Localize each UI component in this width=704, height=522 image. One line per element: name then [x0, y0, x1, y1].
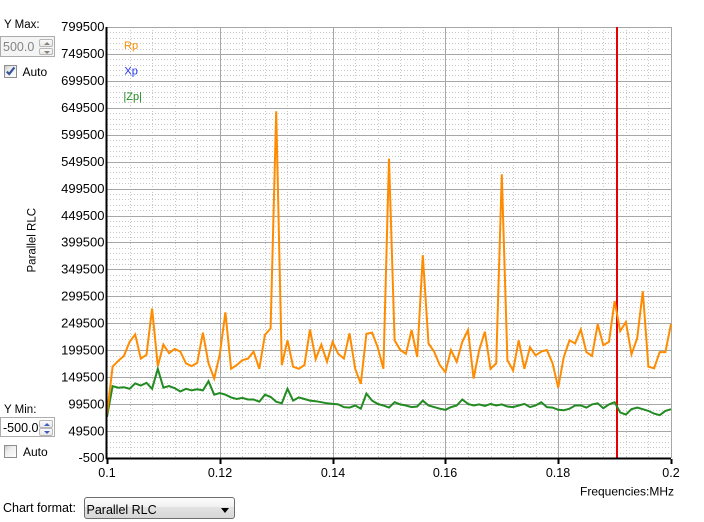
svg-text:-500: -500 — [78, 450, 104, 465]
svg-text:0.18: 0.18 — [546, 466, 570, 480]
svg-text:749500: 749500 — [61, 46, 104, 61]
svg-text:0.1: 0.1 — [98, 466, 115, 480]
svg-text:0.14: 0.14 — [321, 466, 345, 480]
svg-text:Frequencies:MHz: Frequencies:MHz — [580, 485, 674, 499]
svg-text:399500: 399500 — [61, 235, 104, 250]
svg-text:449500: 449500 — [61, 208, 104, 223]
svg-text:49500: 49500 — [68, 423, 104, 438]
svg-text:499500: 499500 — [61, 181, 104, 196]
svg-text:149500: 149500 — [61, 369, 104, 384]
svg-text:299500: 299500 — [61, 289, 104, 304]
svg-text:Rp: Rp — [124, 40, 138, 52]
svg-text:0.12: 0.12 — [208, 466, 232, 480]
svg-text:249500: 249500 — [61, 316, 104, 331]
svg-text:|Zp|: |Zp| — [123, 91, 142, 103]
svg-text:Xp: Xp — [124, 65, 137, 77]
svg-text:349500: 349500 — [61, 262, 104, 277]
svg-text:799500: 799500 — [61, 19, 104, 34]
svg-text:599500: 599500 — [61, 127, 104, 142]
svg-text:199500: 199500 — [61, 342, 104, 357]
svg-text:0.16: 0.16 — [433, 466, 457, 480]
svg-text:549500: 549500 — [61, 154, 104, 169]
svg-text:699500: 699500 — [61, 73, 104, 88]
svg-text:649500: 649500 — [61, 100, 104, 115]
svg-text:0.2: 0.2 — [662, 466, 679, 480]
svg-text:99500: 99500 — [68, 396, 104, 411]
